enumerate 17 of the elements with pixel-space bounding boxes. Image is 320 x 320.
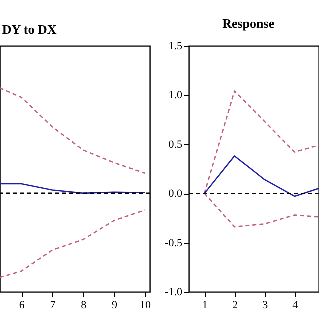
x-tick-label: 9	[112, 300, 118, 312]
y-tick-label: 1.5	[168, 40, 183, 52]
x-tick-label: 6	[19, 300, 26, 312]
y-tick-label: -0.5	[165, 237, 183, 250]
x-tick-label: 7	[50, 300, 56, 312]
x-tick-label: 1	[202, 300, 208, 312]
y-tick-label: -1.0	[165, 286, 183, 298]
chart-title: DY to DX	[2, 22, 58, 37]
x-tick-label: 4	[292, 300, 299, 312]
y-tick-label: 1.0	[168, 90, 183, 102]
chart-title: Response	[222, 16, 275, 31]
x-tick-label: 2	[232, 300, 238, 312]
y-tick-label: 0.0	[168, 188, 183, 200]
y-tick-label: 0.5	[168, 138, 183, 151]
x-tick-label: 10	[140, 300, 152, 312]
x-tick-label: 8	[81, 300, 88, 312]
x-tick-label: 3	[262, 300, 269, 312]
